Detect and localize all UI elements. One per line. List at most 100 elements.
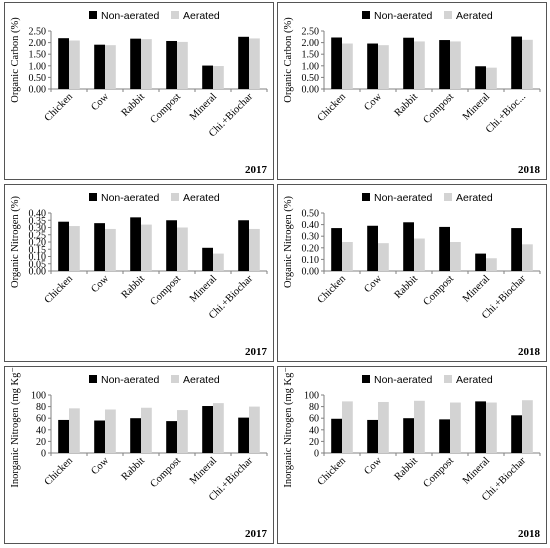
year-label: 2018 [518,164,541,176]
bar-aerated [342,401,353,453]
bar-aerated [486,67,497,89]
bar-non-aerated [439,40,450,89]
y-tick-label: 0.30 [29,223,47,234]
bar-aerated [522,244,533,271]
y-tick-label: 0.30 [302,232,320,243]
legend-swatch-aerated [444,11,452,19]
bar-aerated [177,227,188,271]
bar-non-aerated [403,222,414,271]
y-tick-label: 0.20 [302,243,320,254]
chart-panel-inorganic-nitrogen-2017: Non-aerated Aerated 0 20 40 60 80 100 Inorganic … [4,366,274,544]
bar-aerated [141,407,152,453]
chart-panel-organic-nitrogen-2018: Non-aerated Aerated 0.00 0.10 0.20 0.30 0.40 0.… [277,184,547,362]
y-tick-label: 80 [309,402,319,413]
bar-non-aerated [475,66,486,89]
bar-aerated [414,41,425,89]
x-category-label: Rabbit [120,91,148,119]
y-tick-label: 0 [314,449,319,460]
x-category-label: Mineral [188,273,219,304]
bar-non-aerated [439,419,450,453]
x-category-label: Chicken [43,273,76,306]
chart-svg: Non-aerated Aerated 0.000.100.200.300.400.… [283,192,541,358]
year-label: 2017 [245,164,268,176]
y-tick-label: 1.00 [302,61,320,72]
bar-aerated [450,242,461,271]
x-category-label: Rabbit [120,273,148,301]
legend: Non-aerated Aerated [89,192,220,204]
bar-aerated [105,228,116,271]
x-category-label: Rabbit [393,455,421,483]
chart-panel-organic-carbon-2018: Non-aerated Aerated 0.00 0.50 1.00 1.50 2.00 2.… [277,2,547,180]
y-tick-label: 40 [36,425,46,436]
bar-non-aerated [130,418,141,453]
legend-label: Aerated [183,10,220,22]
x-category-label: Compost [149,455,184,490]
legend-label: Non-aerated [101,374,160,386]
bar-aerated [177,41,188,89]
legend: Non-aerated Aerated [362,192,493,204]
bar-aerated [342,43,353,89]
y-axis-label: Organic Carbon (%) [283,17,294,103]
y-axis-label: Organic Nitrogen (%) [10,196,21,288]
legend-swatch-non-aerated [89,11,97,19]
y-tick-label: 0.10 [29,252,47,263]
bar-non-aerated [166,421,177,453]
y-tick-label: 0.00 [29,267,47,278]
chart-svg: Non-aerated Aerated 0.000.501.001.502.002.… [10,10,268,176]
bar-non-aerated [331,228,342,271]
y-tick-label: 100 [304,391,319,402]
bar-non-aerated [403,37,414,89]
y-axis-label: Organic Nitrogen (%) [283,196,294,288]
year-label: 2017 [245,346,268,358]
bar-non-aerated [58,419,69,453]
bar-non-aerated [367,43,378,89]
bar-aerated [249,38,260,89]
legend-swatch-aerated [171,375,179,383]
legend: Non-aerated Aerated [89,10,220,22]
y-axis-label: Inorganic Nitrogen (mg Kg⁻¹) [283,367,294,488]
bar-non-aerated [475,401,486,453]
y-tick-label: 0.40 [302,220,320,231]
bar-non-aerated [511,415,522,453]
legend-swatch-non-aerated [89,193,97,201]
bar-aerated [522,39,533,89]
x-category-label: Mineral [188,91,219,122]
bar-aerated [213,253,224,271]
x-category-label: Cow [89,273,111,295]
legend: Non-aerated Aerated [362,374,493,386]
bar-non-aerated [331,37,342,89]
y-tick-label: 0.25 [29,230,47,241]
y-tick-label: 0.00 [302,85,320,96]
bar-non-aerated [202,65,213,89]
legend-label: Non-aerated [374,374,433,386]
bar-aerated [69,40,80,89]
legend-label: Aerated [456,192,493,204]
x-category-label: Chicken [316,273,349,306]
legend-swatch-aerated [444,193,452,201]
bar-non-aerated [439,226,450,271]
y-tick-label: 0.20 [29,238,47,249]
y-tick-label: 1.50 [29,50,47,61]
legend-swatch-non-aerated [362,11,370,19]
bar-non-aerated [202,247,213,271]
x-category-label: Mineral [461,91,492,122]
bar-aerated [177,410,188,453]
y-tick-label: 0.00 [29,85,47,96]
y-tick-label: 60 [309,414,319,425]
y-tick-label: 0.50 [302,209,320,220]
y-tick-label: 0.00 [302,267,320,278]
y-tick-label: 0.05 [29,259,47,270]
legend-label: Aerated [456,10,493,22]
bar-non-aerated [511,228,522,271]
y-tick-label: 1.00 [29,61,47,72]
year-label: 2018 [518,346,541,358]
bar-non-aerated [367,225,378,271]
legend-swatch-aerated [444,375,452,383]
y-axis-label: Inorganic Nitrogen (mg Kg⁻¹) [10,367,21,488]
x-category-label: Cow [362,273,384,295]
bar-aerated [69,226,80,271]
x-category-label: Compost [149,91,184,126]
x-category-label: Mineral [461,273,492,304]
bar-aerated [141,39,152,89]
